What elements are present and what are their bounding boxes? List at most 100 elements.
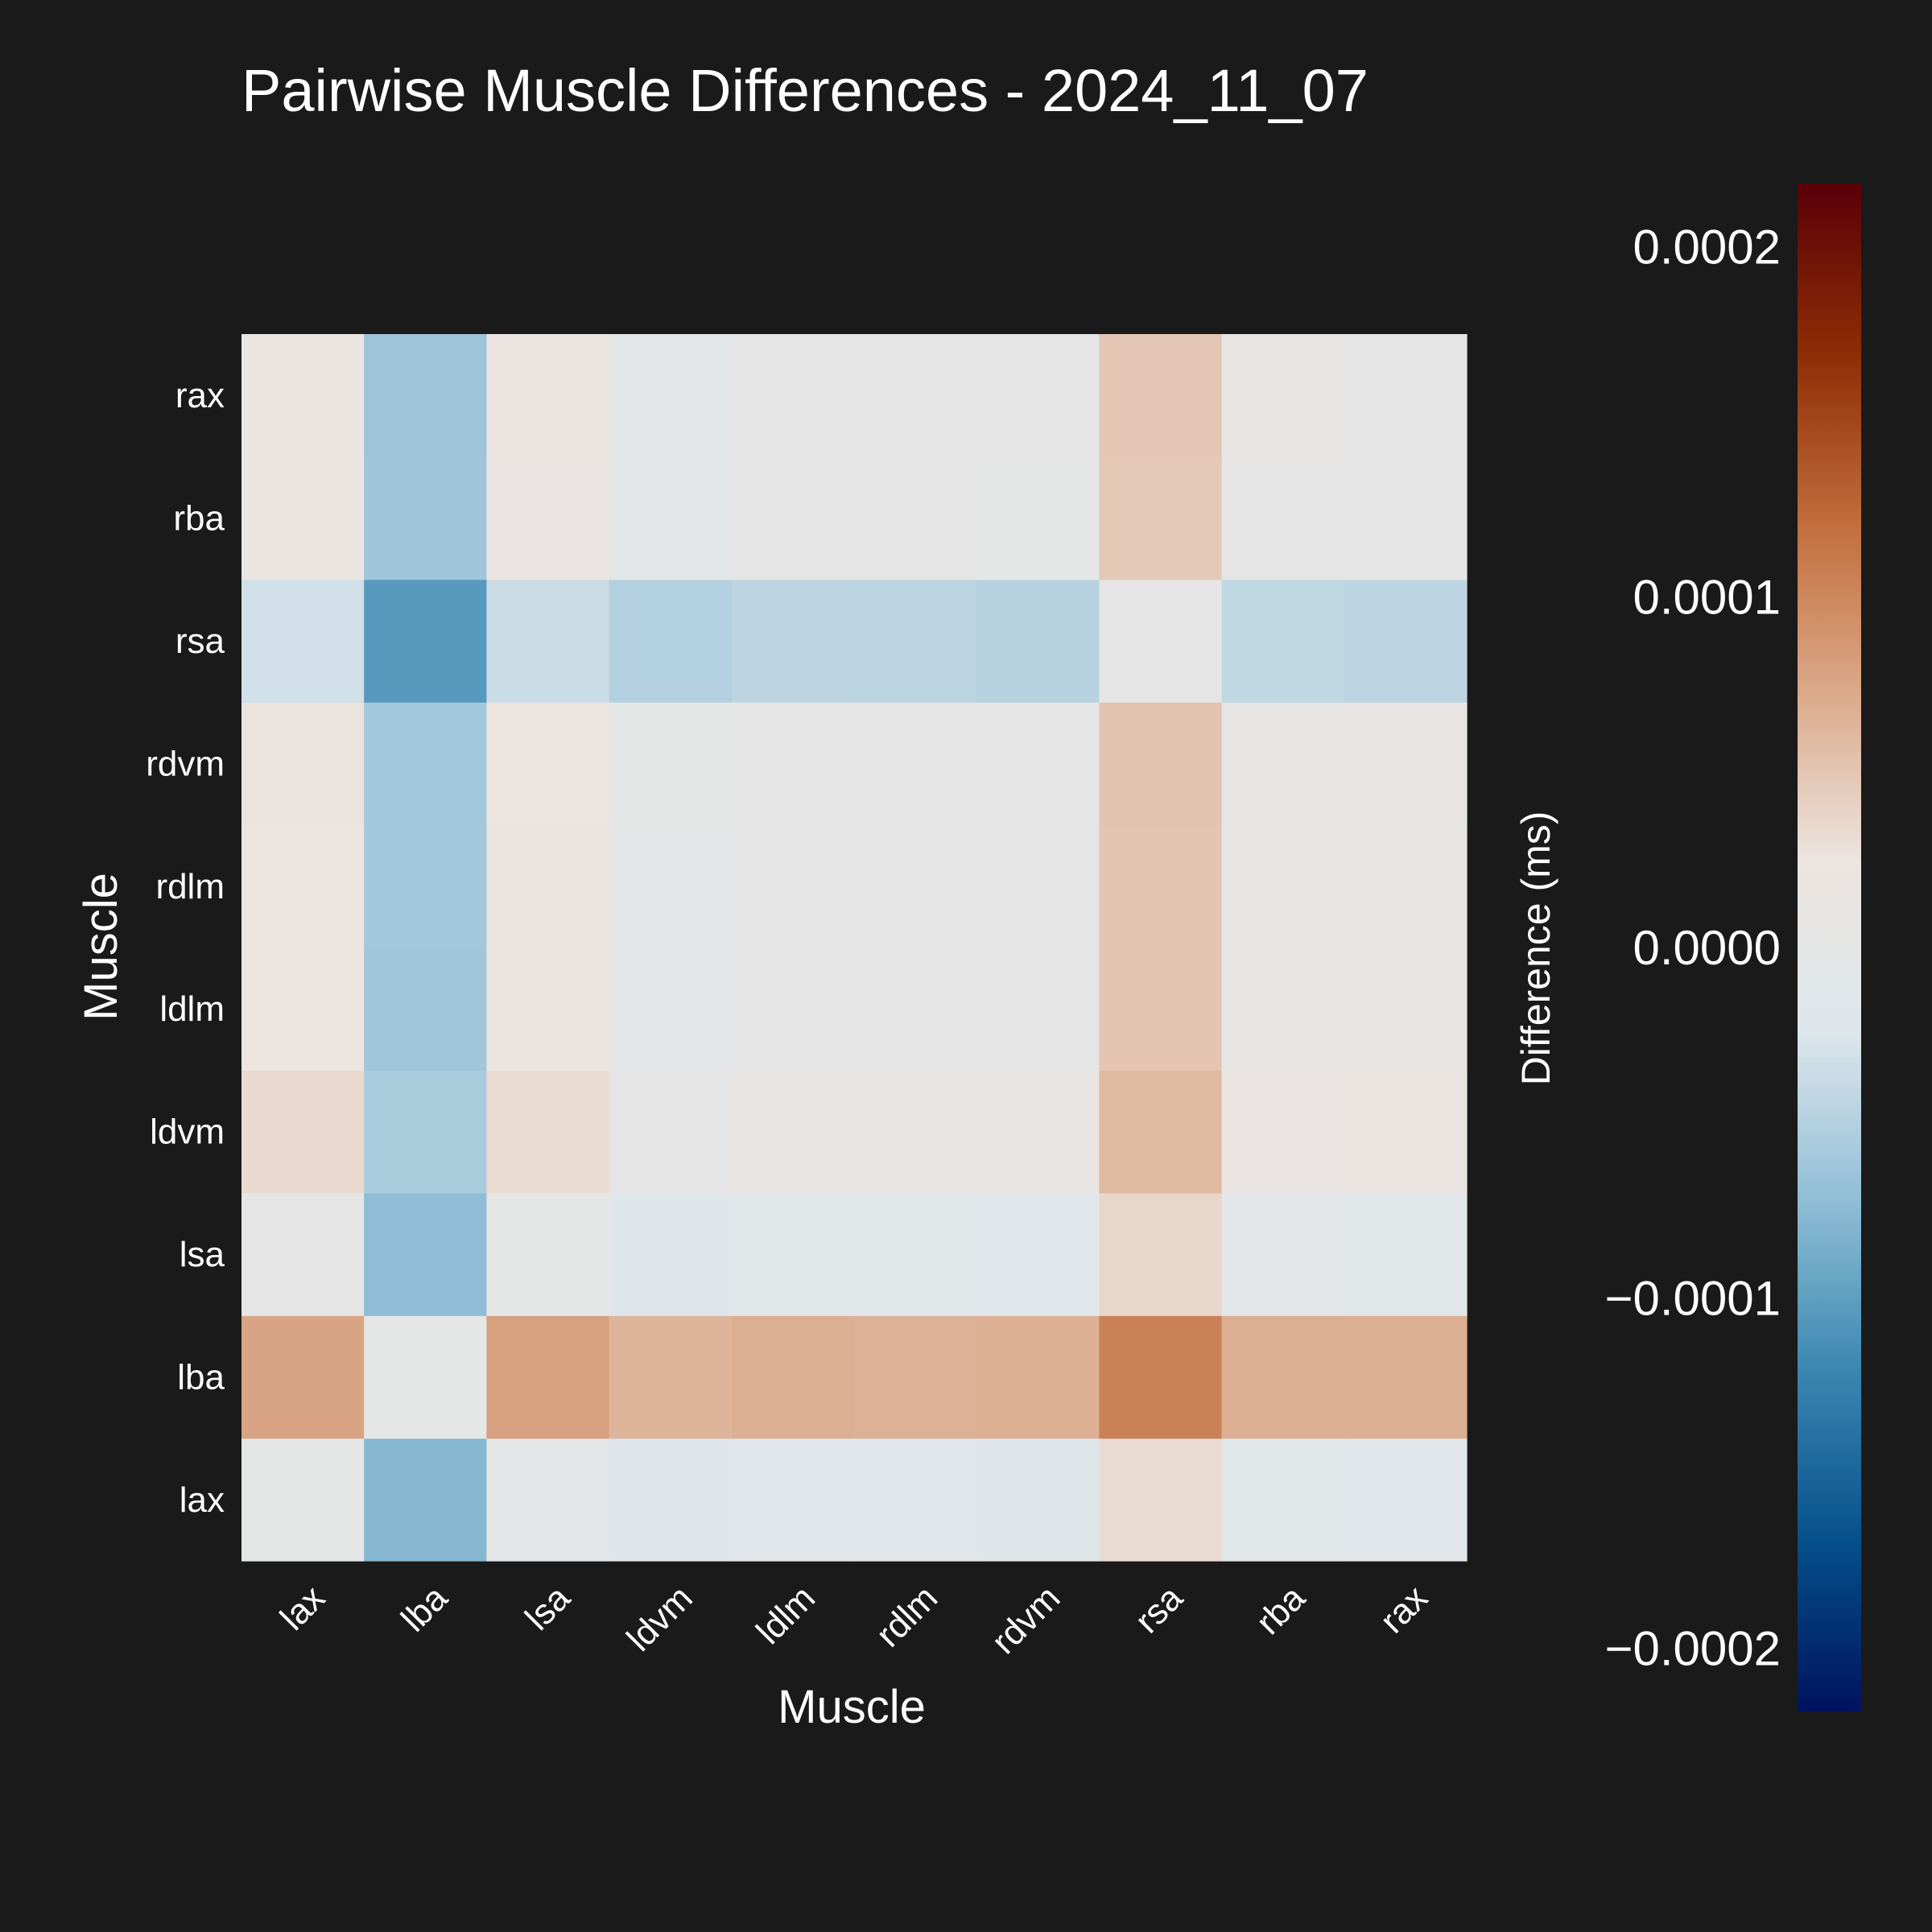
heatmap-cell-rax-rba — [1221, 334, 1345, 457]
heatmap-cell-ldvm-rdvm — [976, 1070, 1100, 1194]
heatmap-cell-rax-lsa — [486, 334, 610, 457]
heatmap-cell-lba-rsa — [1099, 1315, 1223, 1439]
heatmap-cell-ldvm-rdlm — [854, 1070, 977, 1194]
heatmap-cell-ldlm-lax — [242, 947, 365, 1071]
colorbar-tick-labels: 0.0002 0.0001 0.0000 −0.0001 −0.0002 — [1604, 220, 1781, 1675]
heatmap-cell-rsa-ldlm — [731, 579, 855, 703]
heatmap-cell-rdlm-rax — [1344, 824, 1468, 948]
heatmap-cell-rdvm-rba — [1221, 702, 1345, 826]
heatmap-cell-rdlm-lsa — [486, 824, 610, 948]
heatmap-cell-ldlm-lsa — [486, 947, 610, 1071]
heatmap-cell-ldvm-rsa — [1099, 1070, 1223, 1194]
colorbar-tick-label: 0.0002 — [1633, 220, 1781, 274]
heatmap-cell-lax-rdvm — [976, 1438, 1100, 1562]
heatmap-cell-ldlm-rsa — [1099, 947, 1223, 1071]
heatmap-cell-lba-rax — [1344, 1315, 1468, 1439]
heatmap-cell-rsa-lax — [242, 579, 365, 703]
heatmap-cell-lsa-ldvm — [609, 1192, 733, 1316]
heatmap-cell-rba-rax — [1344, 456, 1468, 580]
y-tick-label-rba: rba — [173, 499, 225, 539]
heatmap-cell-rdvm-rax — [1344, 702, 1468, 826]
heatmap-cell-rba-lax — [242, 456, 365, 580]
chart-title: Pairwise Muscle Differences - 2024_11_07 — [242, 57, 1368, 124]
heatmap-cell-lsa-lax — [242, 1192, 365, 1316]
heatmap-cell-rdlm-rdvm — [976, 824, 1100, 948]
heatmap-cell-rsa-rdvm — [976, 579, 1100, 703]
heatmap-cell-rax-rdvm — [976, 334, 1100, 457]
heatmap-cell-lsa-rax — [1344, 1192, 1468, 1316]
y-tick-label-rdvm: rdvm — [146, 744, 225, 783]
heatmap-cell-rsa-ldvm — [609, 579, 733, 703]
heatmap-cell-rax-lax — [242, 334, 365, 457]
heatmap-cell-rba-rdvm — [976, 456, 1100, 580]
heatmap-cells — [242, 334, 1468, 1562]
heatmap-cell-lba-lax — [242, 1315, 365, 1439]
heatmap-cell-lsa-lba — [364, 1192, 487, 1316]
heatmap-cell-rax-rsa — [1099, 334, 1223, 457]
colorbar-tick-label: −0.0002 — [1604, 1622, 1781, 1676]
heatmap-cell-rdlm-lba — [364, 824, 487, 948]
y-tick-label-rdlm: rdlm — [155, 867, 225, 906]
heatmap-cell-ldlm-ldvm — [609, 947, 733, 1071]
heatmap-cell-rdlm-rsa — [1099, 824, 1223, 948]
heatmap-cell-lba-ldlm — [731, 1315, 855, 1439]
colorbar-tick-label: −0.0001 — [1604, 1271, 1781, 1325]
heatmap-cell-rsa-rba — [1221, 579, 1345, 703]
heatmap-cell-ldvm-lsa — [486, 1070, 610, 1194]
heatmap-cell-rax-lba — [364, 334, 487, 457]
y-tick-label-ldvm: ldvm — [150, 1113, 225, 1152]
heatmap-cell-ldlm-rdvm — [976, 947, 1100, 1071]
heatmap-cell-lsa-rba — [1221, 1192, 1345, 1316]
heatmap-cell-ldlm-ldlm — [731, 947, 855, 1071]
heatmap-cell-rdvm-rdlm — [854, 702, 977, 826]
heatmap-cell-rba-ldlm — [731, 456, 855, 580]
heatmap-cell-lsa-lsa — [486, 1192, 610, 1316]
heatmap-cell-ldvm-lax — [242, 1070, 365, 1194]
heatmap-cell-lba-rdvm — [976, 1315, 1100, 1439]
heatmap-cell-ldlm-rdlm — [854, 947, 977, 1071]
heatmap-cell-rax-rax — [1344, 334, 1468, 457]
heatmap-cell-lax-lax — [242, 1438, 365, 1562]
heatmap-cell-rdvm-ldlm — [731, 702, 855, 826]
heatmap-cell-ldlm-lba — [364, 947, 487, 1071]
colorbar-label: Difference (ms) — [1513, 811, 1558, 1086]
heatmap-cell-rdlm-ldlm — [731, 824, 855, 948]
y-tick-label-lba: lba — [177, 1357, 225, 1397]
heatmap-cell-ldvm-lba — [364, 1070, 487, 1194]
heatmap-cell-rdlm-rdlm — [854, 824, 977, 948]
heatmap-cell-ldvm-rax — [1344, 1070, 1468, 1194]
heatmap-cell-lax-lsa — [486, 1438, 610, 1562]
heatmap-cell-rba-ldvm — [609, 456, 733, 580]
heatmap-cell-rsa-rsa — [1099, 579, 1223, 703]
colorbar — [1798, 184, 1861, 1711]
y-tick-labels: lax lba lsa ldvm ldlm rdlm rdvm rsa rba rax — [146, 376, 225, 1520]
heatmap-cell-rba-rdlm — [854, 456, 977, 580]
heatmap-cell-rba-lsa — [486, 456, 610, 580]
heatmap-cell-ldvm-rba — [1221, 1070, 1345, 1194]
heatmap-cell-lba-rdlm — [854, 1315, 977, 1439]
heatmap-cell-ldlm-rax — [1344, 947, 1468, 1071]
heatmap-cell-lba-ldvm — [609, 1315, 733, 1439]
heatmap-cell-lba-rba — [1221, 1315, 1345, 1439]
heatmap-cell-lax-ldlm — [731, 1438, 855, 1562]
heatmap-cell-rsa-lba — [364, 579, 487, 703]
heatmap-cell-lsa-rsa — [1099, 1192, 1223, 1316]
heatmap-cell-rdvm-lba — [364, 702, 487, 826]
heatmap-cell-rdlm-lax — [242, 824, 365, 948]
heatmap-cell-rba-rsa — [1099, 456, 1223, 580]
heatmap-cell-lax-rax — [1344, 1438, 1468, 1562]
heatmap-cell-rsa-rax — [1344, 579, 1468, 703]
heatmap-cell-ldlm-rba — [1221, 947, 1345, 1071]
heatmap-cell-rdvm-lsa — [486, 702, 610, 826]
heatmap-cell-rdvm-rsa — [1099, 702, 1223, 826]
y-tick-label-ldlm: ldlm — [159, 989, 225, 1029]
heatmap-cell-rax-ldvm — [609, 334, 733, 457]
heatmap-cell-lsa-rdlm — [854, 1192, 977, 1316]
heatmap-cell-rdvm-lax — [242, 702, 365, 826]
heatmap-cell-lba-lsa — [486, 1315, 610, 1439]
heatmap-cell-rdlm-ldvm — [609, 824, 733, 948]
heatmap-cell-lba-lba — [364, 1315, 487, 1439]
heatmap-cell-rba-lba — [364, 456, 487, 580]
heatmap-cell-lax-ldvm — [609, 1438, 733, 1562]
